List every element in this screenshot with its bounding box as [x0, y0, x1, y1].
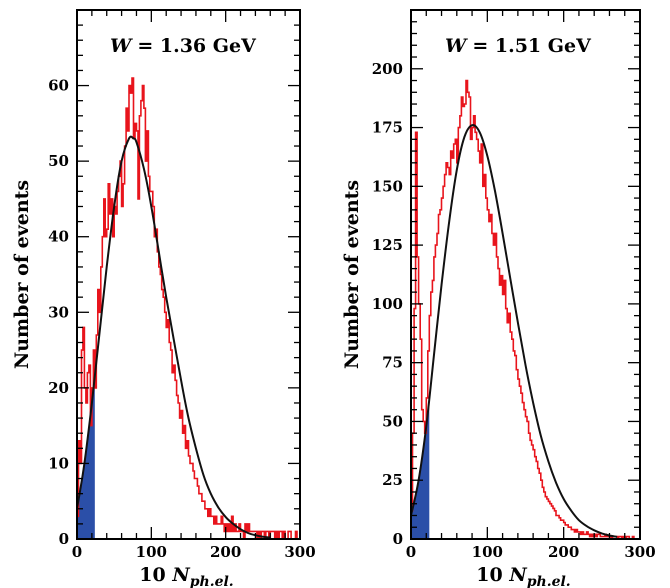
panel-title: W = 1.36 GeV [110, 35, 257, 57]
panel-title-value: = 1.36 GeV [137, 35, 257, 57]
y-tick-label: 0 [393, 530, 403, 548]
y-tick-label: 25 [382, 471, 403, 489]
y-tick-label: 175 [372, 119, 403, 137]
histogram [411, 79, 640, 539]
fit-curve [77, 135, 271, 539]
x-axis-label-main: 10 [476, 564, 509, 586]
right-panel: 0 100 200 300 0 25 50 75 100 125 150 175 200 W = 1.51 … [341, 9, 656, 588]
plot-frame [76, 9, 301, 540]
x-axis-label: 10 Nph.el. [139, 564, 233, 588]
x-tick-label: 300 [624, 543, 655, 561]
y-tick-label: 50 [382, 412, 403, 430]
histogram [77, 77, 300, 539]
y-tick-label: 10 [48, 454, 69, 472]
x-axis-label-sub: ph.el. [190, 574, 234, 588]
x-tick-label: 100 [472, 543, 503, 561]
x-axis-label: 10 Nph.el. [476, 564, 570, 588]
y-tick-label: 0 [59, 530, 69, 548]
x-axis-label-sub: ph.el. [527, 574, 571, 588]
x-tick-label: 0 [72, 543, 82, 561]
y-axis-label: Number of events [341, 180, 363, 369]
y-tick-label: 125 [372, 236, 403, 254]
y-tick-label: 50 [48, 152, 69, 170]
x-axis-label-var: N [171, 564, 190, 586]
y-tick-label: 60 [48, 77, 69, 95]
y-tick-label: 200 [372, 60, 403, 78]
x-tick-label: 200 [210, 543, 241, 561]
panel-title-var: W [445, 35, 468, 57]
panel-title-var: W [110, 35, 133, 57]
y-tick-label: 40 [48, 228, 69, 246]
left-panel: 0 100 200 300 0 10 20 30 40 50 60 W = 1.36 GeV 10 Nph… [11, 9, 316, 588]
y-tick-label: 20 [48, 379, 69, 397]
y-axis-label: Number of events [11, 180, 33, 369]
plot-frame [410, 9, 641, 540]
x-tick-label: 100 [136, 543, 167, 561]
x-axis-label-var: N [508, 564, 527, 586]
y-tick-label: 30 [48, 303, 69, 321]
y-tick-label: 100 [372, 295, 403, 313]
x-tick-label: 0 [406, 543, 416, 561]
y-tick-label: 150 [372, 177, 403, 195]
panel-title-value: = 1.51 GeV [472, 35, 592, 57]
fit-curve [411, 124, 618, 538]
panel-title: W = 1.51 GeV [445, 35, 592, 57]
x-axis-label-main: 10 [139, 564, 172, 586]
x-tick-label: 300 [284, 543, 315, 561]
y-tick-label: 75 [382, 354, 403, 372]
x-tick-label: 200 [548, 543, 579, 561]
